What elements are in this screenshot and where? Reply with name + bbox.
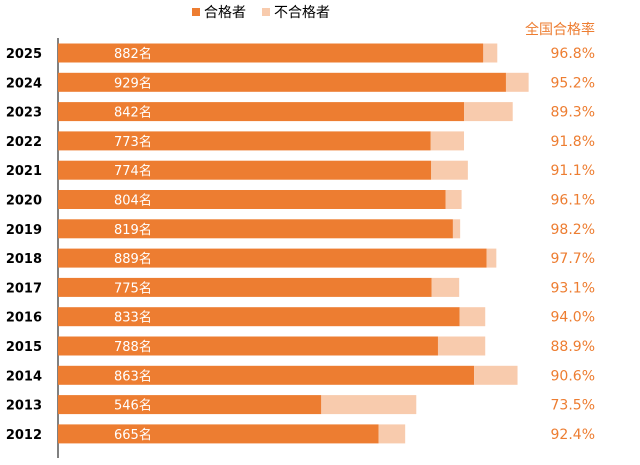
- category-label: 2020: [6, 194, 42, 209]
- bar-pass: [58, 219, 453, 239]
- rate-header: 全国合格率: [525, 21, 595, 38]
- bar-pass: [58, 336, 438, 356]
- category-label: 2025: [6, 47, 42, 62]
- bar-pass: [58, 395, 322, 415]
- rate-label: 92.4%: [551, 427, 595, 443]
- rate-label: 91.1%: [551, 163, 595, 179]
- category-label: 2024: [6, 76, 42, 91]
- bar-fail: [505, 72, 529, 92]
- bar-pass: [58, 424, 379, 444]
- rate-label: 88.9%: [551, 339, 595, 355]
- category-label: 2016: [6, 311, 42, 326]
- bar-fail: [486, 248, 497, 268]
- bar-pass: [58, 307, 460, 327]
- bar-pass: [58, 365, 475, 385]
- bar-pass: [58, 160, 432, 180]
- bar-value-label: 546名: [114, 398, 152, 414]
- rate-label: 90.6%: [551, 368, 595, 384]
- bar-pass: [58, 248, 487, 268]
- category-label: 2022: [6, 135, 42, 150]
- bar-pass: [58, 102, 465, 122]
- rate-label: 97.7%: [551, 251, 595, 267]
- bar-value-label: 788名: [114, 339, 152, 355]
- bar-value-label: 882名: [114, 46, 152, 62]
- rate-label: 98.2%: [551, 222, 595, 238]
- bar-value-label: 775名: [114, 280, 152, 296]
- bar-fail: [437, 336, 486, 356]
- bar-fail: [474, 365, 518, 385]
- bar-value-label: 819名: [114, 222, 152, 238]
- bar-fail: [431, 160, 468, 180]
- bar-fail: [430, 131, 465, 151]
- legend: 合格者 不合格者: [192, 5, 330, 21]
- rate-label: 96.8%: [551, 46, 595, 62]
- bar-pass: [58, 43, 484, 63]
- bar-pass: [58, 190, 446, 209]
- bar-fail: [452, 219, 461, 239]
- bar-fail: [464, 102, 513, 122]
- category-label: 2017: [6, 281, 42, 296]
- bar-value-label: 929名: [114, 75, 152, 91]
- bar-value-label: 842名: [114, 105, 152, 121]
- bar-value-label: 773名: [114, 134, 152, 150]
- legend-swatch-2: [262, 8, 270, 16]
- category-label: 2012: [6, 428, 42, 443]
- category-label: 2013: [6, 399, 42, 414]
- rate-label: 95.2%: [551, 75, 595, 91]
- bar-value-label: 665名: [114, 427, 152, 443]
- bar-pass: [58, 277, 432, 297]
- rate-label: 96.1%: [551, 193, 595, 209]
- bars: 2025 882名 96.8% 2024 929名 95.2% 2023 842名 89.3% 2…: [6, 43, 595, 444]
- bar-value-label: 863名: [114, 368, 152, 384]
- category-label: 2018: [6, 252, 42, 267]
- legend-swatch-1: [192, 8, 200, 16]
- rate-label: 94.0%: [551, 310, 595, 326]
- bar-value-label: 833名: [114, 310, 152, 326]
- category-label: 2023: [6, 106, 42, 121]
- bar-fail: [431, 277, 460, 297]
- bar-value-label: 889名: [114, 251, 152, 267]
- bar-value-label: 774名: [114, 163, 152, 179]
- rate-label: 93.1%: [551, 280, 595, 296]
- bar-fail: [321, 395, 417, 415]
- rate-label: 73.5%: [551, 398, 595, 414]
- rate-label: 91.8%: [551, 134, 595, 150]
- category-label: 2015: [6, 340, 42, 355]
- bar-fail: [378, 424, 406, 444]
- legend-label-2: 不合格者: [274, 5, 330, 21]
- category-label: 2021: [6, 164, 42, 179]
- bar-fail: [445, 190, 462, 209]
- category-label: 2019: [6, 223, 42, 238]
- category-label: 2014: [6, 369, 42, 384]
- bar-fail: [483, 43, 498, 63]
- bar-value-label: 804名: [114, 193, 152, 209]
- rate-label: 89.3%: [551, 105, 595, 121]
- bar-pass: [58, 131, 431, 151]
- bar-pass: [58, 72, 506, 92]
- bar-fail: [459, 307, 486, 327]
- legend-label-1: 合格者: [204, 5, 246, 21]
